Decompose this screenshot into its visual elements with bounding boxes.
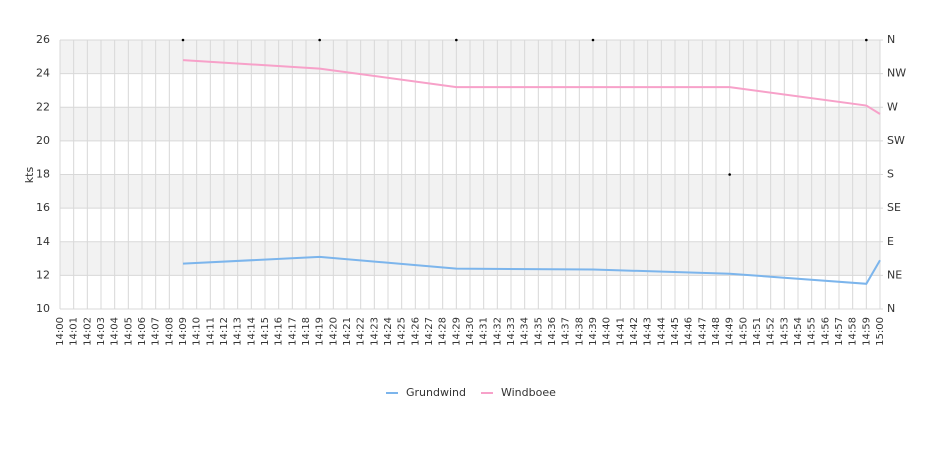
x-tick-label: 14:18 bbox=[301, 317, 312, 346]
x-tick-label: 14:16 bbox=[274, 317, 285, 346]
y-tick-label: 12 bbox=[36, 268, 50, 281]
x-tick-label: 14:55 bbox=[807, 317, 818, 346]
x-tick-label: 14:49 bbox=[725, 317, 736, 346]
x-tick-label: 14:45 bbox=[670, 317, 681, 346]
y-axis-label: kts bbox=[23, 167, 36, 184]
x-tick-label: 14:02 bbox=[82, 317, 93, 346]
x-tick-label: 14:00 bbox=[55, 317, 66, 346]
x-tick-label: 14:37 bbox=[561, 317, 572, 346]
direction-point bbox=[865, 38, 868, 42]
x-tick-label: 14:36 bbox=[547, 317, 558, 346]
x-tick-label: 14:59 bbox=[861, 317, 872, 346]
x-tick-label: 14:14 bbox=[246, 317, 257, 346]
y-tick-label: 10 bbox=[36, 302, 50, 315]
x-tick-label: 14:20 bbox=[328, 317, 339, 346]
x-tick-label: 14:56 bbox=[820, 317, 831, 346]
x-tick-label: 14:22 bbox=[356, 317, 367, 346]
x-tick-label: 14:33 bbox=[506, 317, 517, 346]
y2-tick-label: SE bbox=[887, 201, 901, 214]
x-tick-label: 14:42 bbox=[629, 317, 640, 346]
y-tick-label: 20 bbox=[36, 134, 50, 147]
series-line bbox=[182, 59, 881, 115]
x-tick-label: 14:03 bbox=[96, 317, 107, 346]
x-tick-label: 14:07 bbox=[151, 317, 162, 346]
x-tick-label: 14:01 bbox=[69, 317, 80, 346]
direction-point bbox=[455, 38, 458, 42]
x-tick-label: 14:06 bbox=[137, 317, 148, 346]
direction-point bbox=[318, 38, 321, 42]
x-tick-label: 14:13 bbox=[233, 317, 244, 346]
y-tick-label: 14 bbox=[36, 235, 50, 248]
y2-tick-label: E bbox=[887, 235, 894, 248]
x-tick-label: 14:31 bbox=[479, 317, 490, 346]
series-line bbox=[182, 255, 881, 285]
y-tick-label: 22 bbox=[36, 100, 50, 113]
y-tick-label: 16 bbox=[36, 201, 50, 214]
x-tick-label: 14:19 bbox=[315, 317, 326, 346]
x-tick-label: 14:29 bbox=[451, 317, 462, 346]
y2-tick-label: NE bbox=[887, 268, 902, 281]
x-tick-label: 14:05 bbox=[123, 317, 134, 346]
y-tick-label: 24 bbox=[36, 67, 50, 80]
x-tick-label: 14:09 bbox=[178, 317, 189, 346]
x-tick-label: 14:54 bbox=[793, 317, 804, 346]
x-tick-label: 14:10 bbox=[192, 317, 203, 346]
x-tick-label: 14:57 bbox=[834, 317, 845, 346]
x-tick-label: 14:48 bbox=[711, 317, 722, 346]
x-tick-label: 14:46 bbox=[684, 317, 695, 346]
direction-point bbox=[591, 38, 595, 42]
y2-tick-label: W bbox=[887, 100, 898, 113]
y2-tick-label: NW bbox=[887, 67, 906, 80]
x-tick-label: 14:08 bbox=[164, 317, 175, 346]
x-tick-label: 14:39 bbox=[588, 317, 599, 346]
x-tick-label: 14:41 bbox=[615, 317, 626, 346]
direction-point bbox=[728, 173, 731, 176]
x-tick-label: 14:51 bbox=[752, 317, 763, 346]
x-tick-label: 14:44 bbox=[656, 317, 667, 346]
x-tick-label: 14:04 bbox=[110, 317, 121, 346]
legend-label: Windboee bbox=[501, 386, 556, 399]
x-tick-label: 14:38 bbox=[574, 317, 585, 346]
x-tick-label: 14:27 bbox=[424, 317, 435, 346]
x-tick-label: 14:35 bbox=[533, 317, 544, 346]
x-tick-label: 14:52 bbox=[766, 317, 777, 346]
y2-tick-label: N bbox=[887, 33, 895, 46]
x-tick-label: 14:21 bbox=[342, 317, 353, 346]
x-tick-label: 14:15 bbox=[260, 317, 271, 346]
y2-tick-label: SW bbox=[887, 134, 905, 147]
direction-point bbox=[181, 38, 185, 42]
x-tick-label: 14:24 bbox=[383, 317, 394, 346]
y2-tick-label: S bbox=[887, 168, 894, 181]
y2-tick-label: N bbox=[887, 302, 895, 315]
x-tick-label: 14:34 bbox=[520, 317, 531, 346]
x-tick-label: 14:47 bbox=[697, 317, 708, 346]
x-tick-label: 14:12 bbox=[219, 317, 230, 346]
x-tick-label: 14:17 bbox=[287, 317, 298, 346]
x-tick-label: 14:30 bbox=[465, 317, 476, 346]
x-tick-label: 15:00 bbox=[875, 317, 886, 346]
x-tick-label: 14:40 bbox=[602, 317, 613, 346]
x-tick-label: 14:58 bbox=[848, 317, 859, 346]
x-tick-label: 14:28 bbox=[438, 317, 449, 346]
x-tick-label: 14:50 bbox=[738, 317, 749, 346]
legend-label: Grundwind bbox=[406, 386, 466, 399]
x-tick-label: 14:26 bbox=[410, 317, 421, 346]
x-tick-label: 14:11 bbox=[205, 317, 216, 346]
y-tick-label: 26 bbox=[36, 33, 50, 46]
x-tick-label: 14:25 bbox=[397, 317, 408, 346]
x-tick-label: 14:32 bbox=[492, 317, 503, 346]
x-tick-label: 14:53 bbox=[779, 317, 790, 346]
x-tick-label: 14:23 bbox=[369, 317, 380, 346]
x-tick-label: 14:43 bbox=[643, 317, 654, 346]
y-tick-label: 18 bbox=[36, 168, 50, 181]
